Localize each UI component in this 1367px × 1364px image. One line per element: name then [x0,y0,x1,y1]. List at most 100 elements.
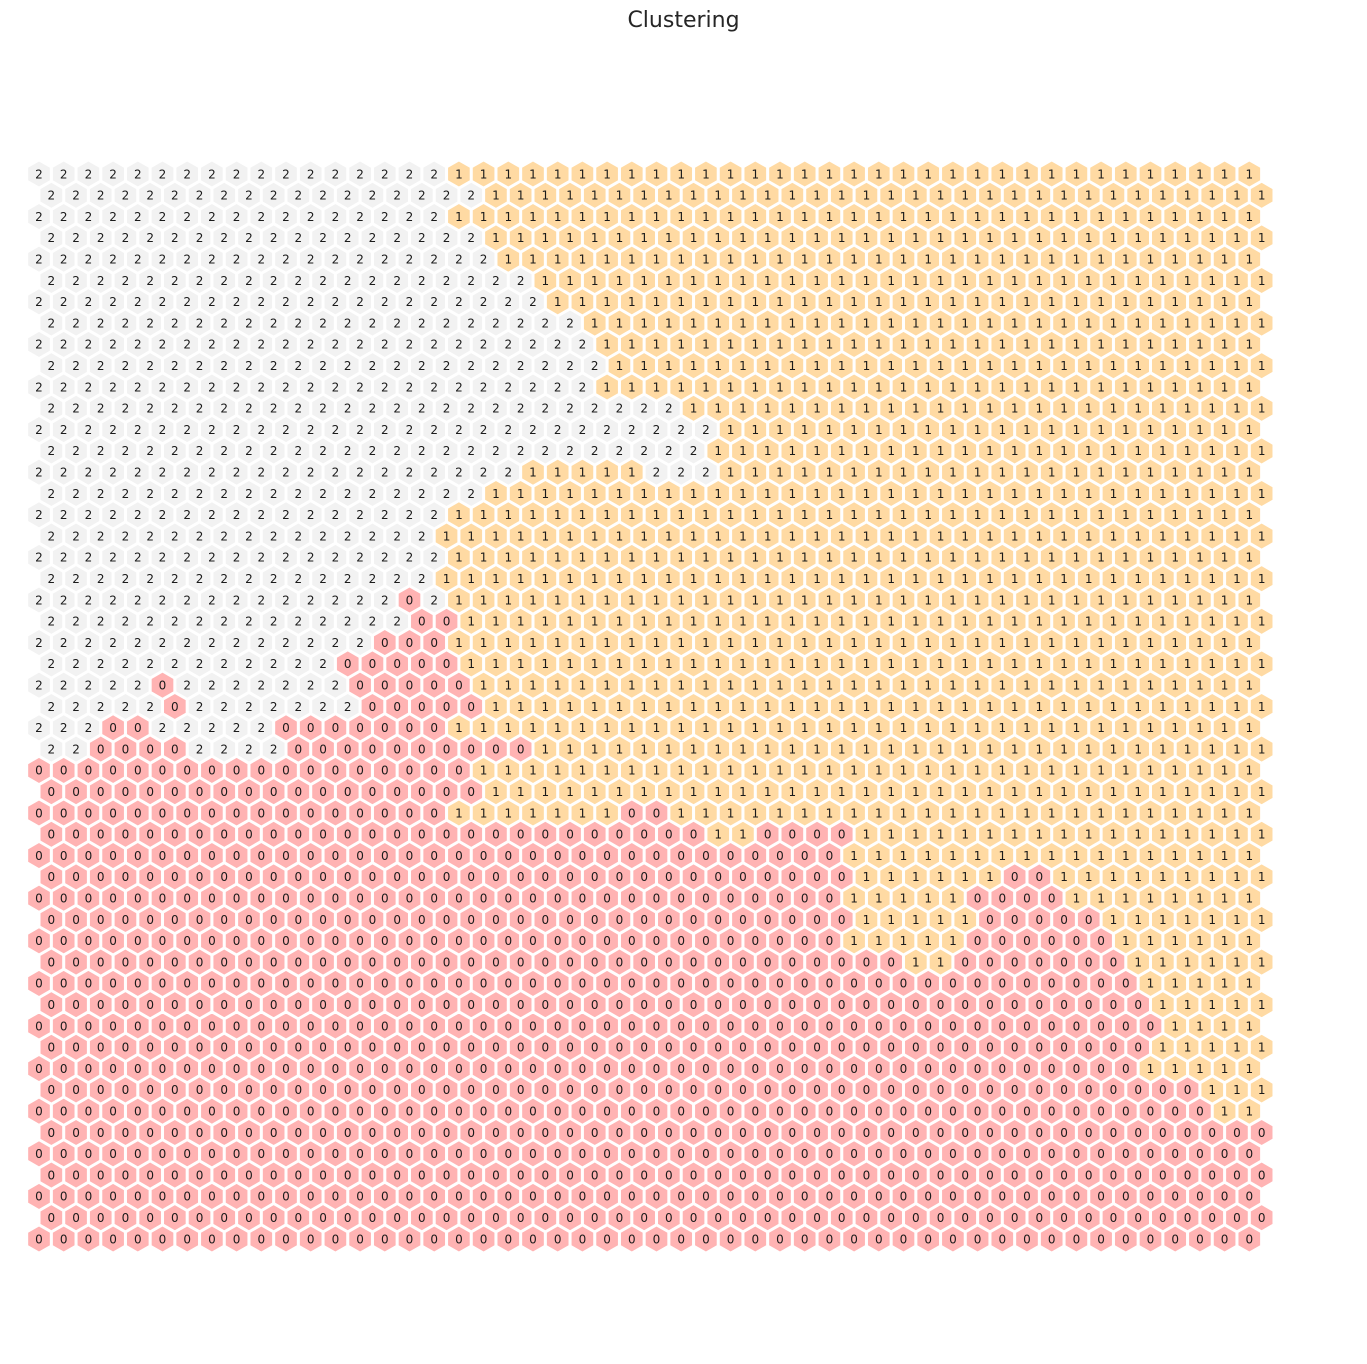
hex-cell-label: 1 [739,529,747,543]
hex-cell-label: 1 [1196,466,1204,480]
hex-cell-label: 0 [257,806,265,820]
hex-cell-shape [348,287,373,316]
hex-cell: 1 [644,373,669,401]
hex-cell-label: 1 [998,508,1006,522]
hex-cell-label: 2 [295,657,303,671]
hex-cell-label: 2 [406,380,414,394]
hex-cell: 1 [582,735,607,763]
hex-cell-label: 2 [48,529,56,543]
hex-cell: 1 [1237,458,1262,487]
hex-cell: 1 [792,713,817,742]
hex-cell: 1 [866,330,891,359]
hex-cell: 1 [1224,820,1249,849]
hex-cell-label: 1 [690,615,698,629]
hex-cell: 1 [1002,777,1027,806]
hex-cell-label: 0 [430,721,438,735]
hex-cell-shape [1224,266,1249,295]
hex-cell-shape [508,224,533,252]
hex-cell-label: 2 [257,167,265,181]
hex-cell-label: 2 [406,295,414,309]
hex-cell: 2 [323,458,348,487]
hex-cell: 1 [1224,522,1249,550]
hex-cell-label: 2 [233,167,241,181]
hex-cell: 1 [706,437,731,465]
hex-cell: 1 [1224,777,1249,806]
hex-cell-label: 1 [1196,764,1204,778]
hex-cell-label: 1 [826,551,834,565]
hex-cell: 1 [1237,841,1262,870]
hex-cell: 2 [311,564,336,593]
hex-cell: 2 [385,437,410,465]
hex-cell-label: 1 [1233,615,1241,629]
hex-cell: 1 [730,437,755,465]
hex-cell-label: 1 [998,806,1006,820]
hex-cell: 2 [64,650,89,678]
hex-cell: 2 [397,202,422,231]
hex-cell-shape [125,202,150,231]
hex-cell: 1 [718,373,743,401]
hex-cell-label: 2 [159,380,167,394]
hex-cell-label: 2 [591,359,599,373]
hex-cell: 1 [508,224,533,252]
hex-cell: 0 [792,841,817,870]
hex-cell: 2 [175,202,200,231]
hex-cell-label: 1 [875,679,883,693]
hex-cell: 1 [607,650,632,678]
hex-cell: 1 [607,522,632,550]
hex-cell-label: 1 [974,466,982,480]
hex-cell: 1 [471,756,496,785]
hex-cell: 2 [471,373,496,401]
hex-cell-label: 1 [554,210,562,224]
hex-cell-label: 2 [196,657,204,671]
hex-cell: 1 [1113,628,1138,657]
hex-cell: 1 [903,777,928,806]
hex-cell-label: 1 [900,679,908,693]
hex-cell: 1 [718,671,743,700]
hex-cell: 1 [805,479,830,508]
hex-cell-label: 2 [35,295,43,309]
hex-cell: 1 [928,777,953,806]
hex-cell: 2 [409,224,434,252]
hex-cell-label: 1 [616,274,624,288]
hex-cell-label: 1 [714,487,722,501]
hex-cell-label: 0 [146,870,154,884]
hex-cell-shape [39,224,64,252]
hex-cell: 1 [595,500,620,529]
hex-cell-label: 1 [1110,615,1118,629]
hex-cell-label: 1 [1023,679,1031,693]
hex-cell-label: 2 [319,657,327,671]
hex-cell-label: 1 [875,338,883,352]
hex-cell: 1 [1175,735,1200,763]
hex-cell: 2 [26,500,52,529]
hex-cell: 1 [1200,735,1225,763]
hex-cell-label: 1 [690,700,698,714]
hex-cell-label: 2 [344,402,352,416]
hex-cell: 1 [681,735,706,763]
hex-cell-label: 1 [1122,764,1130,778]
hex-cell: 1 [903,479,928,508]
hex-cell: 1 [446,586,471,614]
hex-cell: 1 [916,373,941,401]
hex-cell-label: 1 [1048,423,1056,437]
hex-cell: 1 [1126,181,1151,210]
hex-cell-label: 2 [72,700,80,714]
hex-cell-label: 1 [1085,402,1093,416]
hex-cell: 2 [51,458,76,487]
hex-cell-label: 2 [35,423,43,437]
hex-cell-label: 2 [134,551,142,565]
hex-cell: 1 [767,202,793,231]
hex-cell-label: 1 [912,700,920,714]
hex-cell: 0 [249,756,274,785]
hex-cell: 2 [422,202,447,231]
hex-cell: 1 [1200,394,1225,423]
hex-cell-shape [372,202,397,231]
hex-cell: 1 [990,458,1015,487]
hex-cell: 2 [422,373,447,401]
hex-cell: 0 [644,841,669,870]
hex-cell: 0 [693,841,718,870]
hex-cell: 1 [520,245,546,274]
hex-cell: 1 [1126,777,1151,806]
hex-cell: 0 [459,820,484,849]
hex-cell-label: 1 [739,189,747,203]
hex-cell: 1 [570,458,595,487]
